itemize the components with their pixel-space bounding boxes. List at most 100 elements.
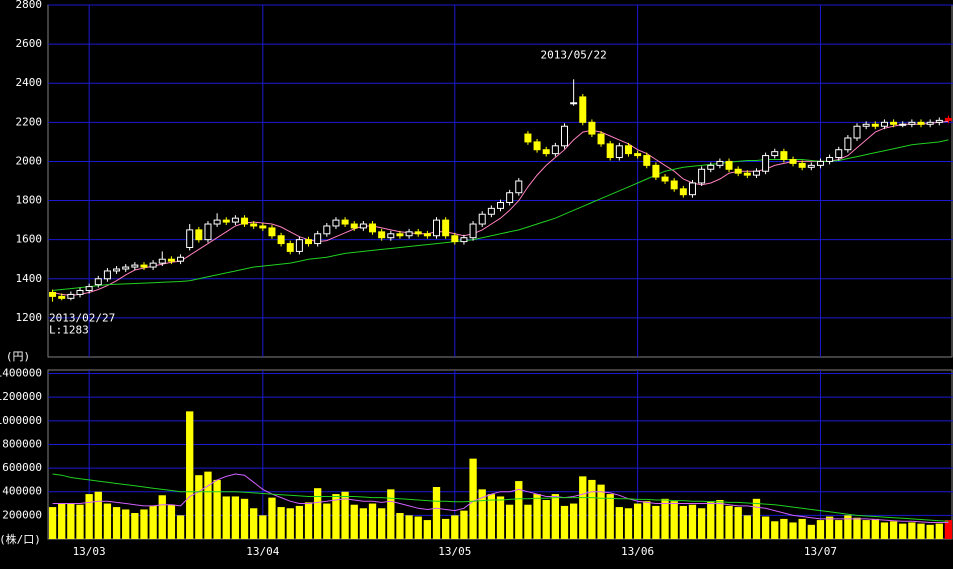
y-tick-label: 2800 [16, 0, 43, 11]
volume-bar [652, 505, 660, 539]
volume-bar [478, 489, 486, 539]
moving-average [52, 139, 949, 291]
volume-bar [186, 411, 194, 539]
volume-bar [633, 503, 642, 539]
volume-bar [496, 496, 505, 539]
volume-bar [917, 523, 925, 539]
volume-bar [195, 475, 203, 539]
volume-bar [286, 508, 294, 539]
candle-body [332, 219, 340, 227]
candle-body [588, 121, 596, 135]
candle-body [323, 225, 331, 235]
y-tick-label: 1200 [16, 311, 43, 324]
moving-average [52, 473, 949, 522]
candle-body [433, 219, 441, 237]
x-tick-label: 13/05 [438, 545, 471, 558]
volume-bar [533, 494, 541, 539]
volume-bar [780, 518, 788, 539]
volume-bar [716, 500, 724, 539]
volume-bar [122, 509, 130, 539]
candle-body [917, 121, 925, 125]
volume-bar [707, 501, 715, 539]
candle-body [944, 117, 952, 121]
candle-body [396, 233, 404, 237]
candle-body [743, 172, 751, 176]
candle-body [597, 133, 605, 145]
volume-bar [835, 520, 843, 539]
volume-bar [204, 471, 212, 539]
volume-bar [167, 504, 176, 539]
volume-bar [350, 504, 358, 539]
volume-bar [889, 521, 898, 539]
candle-body [305, 239, 313, 245]
volume-bar [341, 491, 349, 539]
candle-body [177, 256, 185, 262]
volume-bar [240, 498, 249, 539]
volume-bar [606, 494, 614, 539]
volume-bar [359, 508, 368, 539]
candle-body [734, 168, 742, 174]
candle-body [231, 217, 239, 223]
candle-body [725, 160, 733, 170]
candle-body [268, 227, 276, 237]
candle-body [826, 157, 834, 162]
volume-bar [149, 505, 157, 539]
candle-body [405, 231, 413, 237]
candle-body [149, 262, 157, 268]
candle-body [935, 119, 943, 123]
volume-bar [926, 524, 934, 539]
candle-body [295, 239, 303, 252]
y-tick-label: 1000000 [0, 414, 42, 427]
candle-body [899, 123, 907, 126]
volume-bar [487, 494, 496, 539]
volume-bar [789, 522, 797, 539]
volume-bar [844, 515, 852, 539]
volume-bar [688, 504, 697, 539]
candle-body [780, 151, 788, 160]
y-tick-label: 1400000 [0, 367, 42, 380]
candle-body [807, 164, 815, 168]
candle-body [506, 192, 514, 204]
candle-body [606, 143, 614, 159]
volume-bar [908, 522, 916, 539]
candle-body [442, 219, 450, 237]
volume-bar [825, 516, 834, 539]
volume-bar [643, 501, 651, 539]
candle-body [277, 235, 285, 245]
volume-bar [624, 508, 633, 539]
candle-body [341, 219, 349, 225]
volume-bar [515, 481, 523, 539]
candle-body [679, 188, 687, 196]
candle-body [670, 180, 678, 190]
volume-bar [569, 503, 578, 539]
y-tick-label: 2000 [16, 154, 43, 167]
volume-bar [560, 505, 569, 539]
candle-body [716, 160, 724, 166]
volume-bar [460, 510, 468, 539]
candle-body [369, 223, 377, 233]
volume-bar [268, 497, 276, 539]
volume-bar [469, 458, 477, 539]
candle-body [835, 149, 843, 159]
candle-body [469, 223, 477, 239]
candle-body [423, 233, 431, 237]
volume-bar [277, 507, 285, 539]
volume-bar [551, 494, 560, 539]
volume-bar [743, 515, 751, 539]
candle-body [158, 258, 166, 264]
candle-body [387, 233, 395, 239]
volume-bar [259, 515, 267, 539]
candle-body [122, 266, 130, 270]
candle-body [771, 151, 779, 157]
y-tick-label: 1600 [16, 233, 43, 246]
volume-bar [387, 489, 395, 539]
volume-bar [140, 509, 148, 539]
candle-body [570, 102, 578, 105]
y-tick-label: 2600 [16, 37, 43, 50]
candle-body [862, 123, 870, 127]
candle-body [816, 160, 824, 166]
volume-bar [880, 522, 889, 539]
volume-bar [899, 523, 907, 539]
